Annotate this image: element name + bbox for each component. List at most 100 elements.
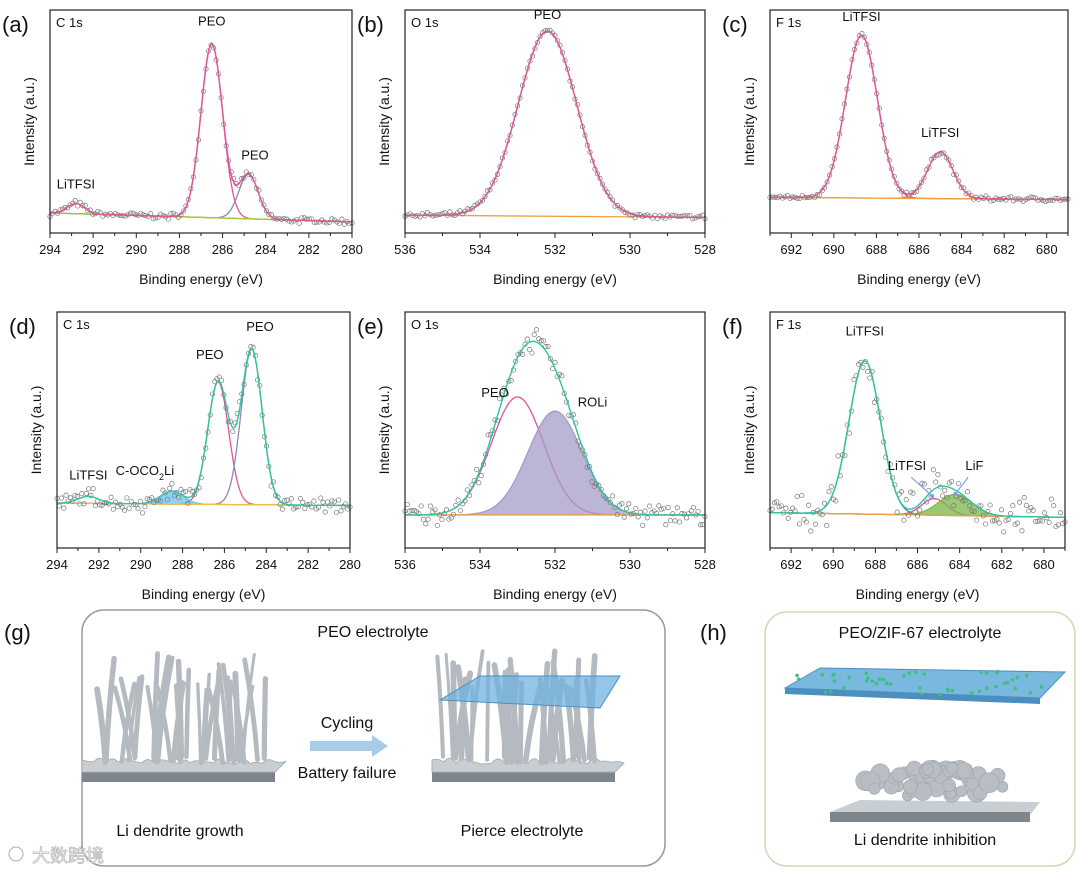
- zif67-particle: [922, 672, 927, 676]
- li-dendrite: [145, 684, 160, 765]
- plot-frame: [49, 9, 353, 234]
- data-point: [942, 487, 948, 493]
- data-point: [281, 216, 287, 222]
- data-point: [286, 218, 292, 224]
- x-tick-label: 686: [908, 242, 930, 257]
- data-point: [1042, 510, 1048, 516]
- data-point: [969, 508, 975, 514]
- data-point: [237, 399, 243, 405]
- zif67-particle: [884, 681, 889, 685]
- annotation-subscript: 2: [159, 472, 164, 482]
- membrane-edge: [785, 688, 1040, 704]
- data-point: [126, 505, 132, 511]
- chart-d: 294 292 290 288 286 284 282 280 Binding energy (…: [9, 311, 361, 602]
- data-point: [1048, 496, 1054, 502]
- panel-label-h: (h): [700, 620, 727, 645]
- data-point: [478, 473, 484, 479]
- data-point: [149, 495, 155, 501]
- annotation-text: PEO: [246, 319, 273, 334]
- annotation-text: PEO: [534, 7, 561, 22]
- data-point: [476, 480, 482, 486]
- watermark: 大数跨境: [32, 846, 104, 866]
- data-point: [994, 516, 1000, 522]
- x-tick-label: 292: [82, 242, 104, 257]
- data-point: [826, 489, 832, 495]
- li-nodule: [945, 762, 959, 775]
- data-point: [1017, 499, 1023, 505]
- data-point: [797, 195, 803, 201]
- data-point: [610, 493, 616, 499]
- data-point: [921, 175, 927, 181]
- data-point: [903, 497, 909, 503]
- data-point: [824, 179, 830, 185]
- data-point: [955, 480, 961, 487]
- data-point: [894, 180, 900, 186]
- data-point: [497, 396, 503, 402]
- zif67-particle: [950, 688, 955, 693]
- x-tick-label: 294: [39, 242, 61, 257]
- fit-envelope-line: [405, 340, 705, 516]
- x-tick-label: 284: [255, 557, 277, 572]
- data-point: [135, 506, 141, 512]
- panel-g: (g) PEO electrolyte Cycling Battery fail…: [4, 609, 666, 867]
- data-point: [614, 512, 620, 518]
- substrate-top: [830, 800, 1040, 815]
- data-point: [304, 216, 310, 222]
- li-dendrite: [119, 681, 137, 764]
- data-point: [799, 492, 805, 499]
- peak-annotation: LiTFSI: [846, 324, 884, 339]
- li-dendrite-growth-illustration: [81, 651, 287, 782]
- component-fill-roli: [405, 411, 705, 515]
- data-point: [297, 495, 303, 502]
- y-axis-title: Intensity (a.u.): [376, 77, 392, 166]
- x-tick-label: 536: [394, 242, 416, 257]
- zif67-particle: [820, 672, 825, 677]
- x-axis-title: Binding energy (eV): [856, 586, 980, 602]
- zif67-particle: [864, 671, 869, 676]
- data-point: [409, 508, 415, 514]
- x-tick-label: 530: [619, 242, 641, 257]
- data-point: [485, 432, 491, 438]
- data-point: [185, 500, 191, 506]
- zif67-particle: [1005, 680, 1010, 685]
- data-point: [446, 516, 452, 522]
- data-point: [437, 211, 443, 217]
- plot-frame: [404, 9, 706, 234]
- data-point: [473, 466, 480, 473]
- data-point: [404, 501, 410, 507]
- pierce-electrolyte-caption: Pierce electrolyte: [461, 823, 584, 840]
- data-point: [282, 498, 288, 504]
- data-point: [828, 484, 834, 490]
- data-point: [176, 494, 182, 501]
- li-dendrite: [155, 684, 173, 763]
- data-point: [1023, 502, 1029, 508]
- component-peak-peo: [57, 380, 350, 507]
- annotation-text: LiTFSI: [888, 458, 926, 473]
- zif67-particle: [866, 676, 870, 680]
- data-point: [67, 495, 74, 501]
- data-point: [133, 502, 139, 508]
- data-point: [589, 479, 595, 485]
- data-point: [918, 179, 925, 185]
- data-point: [527, 347, 533, 353]
- zif67-particle: [874, 681, 879, 686]
- li-dendrite: [444, 652, 454, 761]
- data-point: [683, 515, 690, 521]
- zif67-particle: [984, 671, 989, 675]
- component-peak-peo: [405, 30, 705, 219]
- x-axis-title: Binding energy (eV): [493, 586, 617, 602]
- data-point: [140, 510, 146, 516]
- data-point: [930, 467, 936, 473]
- data-point: [774, 499, 780, 505]
- data-point: [865, 369, 871, 375]
- substrate-slab: [830, 812, 1030, 822]
- x-tick-label: 536: [394, 557, 416, 572]
- zif67-particle: [994, 684, 998, 689]
- data-point: [142, 504, 148, 510]
- peo-electrolyte-membrane: [438, 675, 621, 709]
- data-point: [155, 214, 161, 220]
- core-level-label: F 1s: [776, 317, 802, 332]
- data-point: [619, 501, 625, 507]
- data-point: [853, 373, 859, 379]
- zif67-particle: [831, 672, 836, 677]
